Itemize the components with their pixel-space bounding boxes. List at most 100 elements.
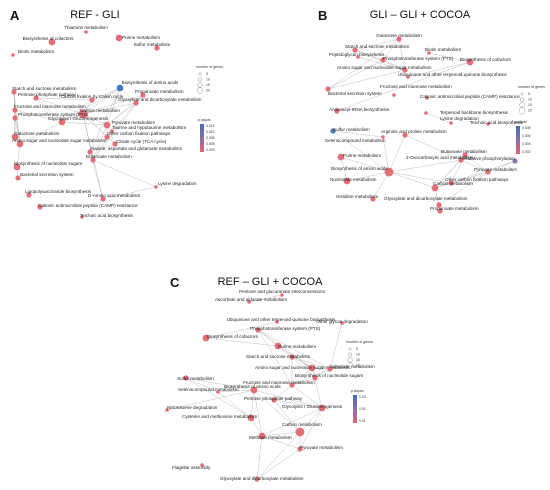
pathway-node-circle (254, 476, 260, 482)
network-edge (106, 87, 121, 126)
pathway-node[interactable]: Amino sugar and nucleotide sugar metabol… (255, 364, 350, 372)
pathway-node[interactable]: Oxidative phosphorylation (462, 156, 518, 164)
pathway-node[interactable]: Pentose phosphate pathway (18, 92, 77, 101)
pathway-node-label: Terpenoid backbone biosynthesis (440, 110, 509, 115)
pathway-node[interactable]: Purine metabolism (274, 342, 317, 350)
pathway-node[interactable]: Pyruvate metabolism (297, 445, 343, 452)
pathway-node[interactable]: Biosynthesis of amino acids (116, 80, 179, 92)
pathway-node[interactable]: Histidine metabolism (336, 194, 379, 202)
pathway-node[interactable]: Selenocompound metabolism (325, 135, 386, 143)
pathway-node[interactable]: Phosphotransferase system (PTS) (250, 326, 321, 333)
pathway-node[interactable]: Sulfur metabolism (330, 127, 370, 134)
pathway-node[interactable]: Fructose and mannose metabolism (243, 380, 315, 388)
pathway-node[interactable]: Propanoate metabolism (135, 89, 184, 98)
pathway-node[interactable]: Purine metabolism (337, 153, 382, 161)
network-edge (382, 136, 390, 173)
pathway-node[interactable]: Bacterial secretion system (328, 91, 396, 97)
pathway-node[interactable]: Biotin metabolism (425, 47, 461, 55)
pathway-node[interactable]: Carbon fixation by Calvin cycle (61, 94, 124, 103)
pathway-node[interactable]: Citrate cycle (TCA cycle) (112, 139, 167, 147)
pathway-node[interactable]: Starch and sucrose metabolism (345, 44, 410, 53)
legend-size-circle (348, 347, 352, 351)
pathway-node[interactable]: Galactose metabolism (327, 364, 375, 372)
pathway-node[interactable]: Pentose phosphate pathway (244, 396, 303, 403)
pathway-node[interactable]: Teichoic acid biosynthesis (80, 213, 134, 219)
pathway-node[interactable]: Glycolysis / Gluconeogenesis (282, 404, 343, 412)
pathway-node[interactable]: D-Amino acid metabolism (88, 193, 141, 202)
pathway-node[interactable]: Methane metabolism (249, 432, 292, 440)
pathway-node[interactable]: Other carbon fixation pathways (445, 177, 509, 186)
pathway-node[interactable]: Biosynthesis of nucleotide sugars (295, 373, 364, 381)
pathway-node[interactable]: Lysine degradation (440, 116, 479, 125)
pathway-node-circle (37, 204, 43, 210)
pathway-node[interactable]: Glyoxylate and dicarboxylate metabolism (220, 476, 304, 482)
pathway-node[interactable]: Alanine, aspartate and glutamate metabol… (87, 146, 182, 155)
pathway-node[interactable]: Amino sugar and nucleotide sugar metabol… (12, 138, 107, 148)
pathway-node[interactable]: Butanoate metabolism (86, 154, 132, 163)
pathway-node[interactable]: Teichoic acid biosynthesis (470, 120, 524, 126)
pathway-node-circle (84, 30, 88, 34)
pathway-node-label: Bacterial secretion system (20, 172, 74, 177)
pathway-node[interactable]: Cationic antimicrobial peptide (CAMP) re… (37, 203, 138, 210)
pathway-node[interactable]: Amino sugar and nucleotide sugar metabol… (337, 65, 432, 73)
network-edge (217, 391, 252, 419)
pathway-node[interactable]: Glyoxylate and dicarboxylate metabolism (384, 196, 468, 208)
pathway-node[interactable]: Biosynthesis of nucleotide sugars (13, 161, 83, 171)
pathway-node[interactable]: Lysine degradation (154, 181, 197, 189)
pathway-node[interactable]: Cationic antimicrobial peptide (CAMP) re… (420, 94, 520, 100)
pathway-node[interactable]: Starch and sucrose metabolism (11, 86, 77, 95)
pathway-node[interactable]: Phosphotransferase system (PTS) (12, 112, 89, 121)
pathway-node[interactable]: Selenocompound metabolism (178, 387, 239, 394)
pathway-node[interactable]: Phosphotransferase system (PTS) (380, 56, 454, 63)
pathway-node[interactable]: Bacterial secretion system (15, 172, 74, 181)
pathway-node[interactable]: Aminoacyl-tRNA biosynthesis (329, 107, 390, 114)
pathway-node[interactable]: Taurine and hypotaurine metabolism (110, 125, 186, 133)
pathway-node[interactable]: Pyruvate metabolism (474, 167, 517, 175)
network-edge (464, 154, 489, 173)
pathway-node[interactable]: Galactose metabolism (376, 33, 422, 42)
pathway-node[interactable]: Biosynthesis of cofactors (23, 36, 75, 46)
pathway-node[interactable]: Nitrotoluene degradation (165, 405, 218, 412)
pathway-node[interactable]: 2-Oxocarboxylic acid metabolism (406, 155, 474, 163)
pathway-node[interactable]: Carbon metabolism (78, 108, 120, 119)
pathway-node[interactable]: Arginine and proline metabolism (381, 129, 447, 138)
pathway-node[interactable]: Pyruvate metabolism (103, 120, 155, 129)
pathway-node[interactable]: Peptidoglycan biosynthesis (329, 52, 385, 59)
pathway-node[interactable]: Sulfur metabolism (134, 42, 171, 51)
pathway-node[interactable]: Carbon metabolism (282, 422, 322, 437)
pathway-node[interactable]: Fructose and mannose metabolism (12, 104, 86, 113)
pathway-node[interactable]: Ascorbate and aldarate metabolism (215, 297, 287, 304)
pathway-node[interactable]: Sulfur metabolism (177, 375, 214, 381)
pathway-node-label: Cationic antimicrobial peptide (CAMP) re… (420, 94, 520, 99)
pathway-node[interactable]: Nucleotide metabolism (330, 177, 377, 185)
pathway-node[interactable]: Terpenoid backbone biosynthesis (424, 110, 509, 115)
pathway-node[interactable]: Pentose and glucuronate interconversions (239, 289, 326, 297)
pathway-node[interactable]: Carbon metabolism (431, 181, 473, 192)
pathway-node[interactable]: Other carbon fixation pathways (104, 131, 171, 140)
pathway-node[interactable]: Cysteine and methionine metabolism (182, 414, 257, 422)
pathway-node-circle (318, 404, 326, 412)
pathway-node[interactable]: Galactose metabolism (11, 131, 60, 141)
pathway-node[interactable]: Butanoate metabolism (441, 149, 487, 158)
pathway-node-label: Galactose metabolism (329, 364, 375, 369)
pathway-node[interactable]: Thiamine metabolism (64, 25, 108, 34)
pathway-node[interactable]: Biosynthesis of amino acids (331, 166, 394, 177)
pathway-node[interactable]: Purine metabolism (115, 34, 161, 42)
pathway-node[interactable]: Glycolysis / Gluconeogenesis (48, 116, 109, 126)
pathway-node[interactable]: Flagellar assembly (172, 463, 211, 470)
pathway-node[interactable]: Ubiquinone and other terpenoid-quinone b… (398, 72, 507, 79)
pathway-node[interactable]: Propanoate metabolism (430, 206, 479, 214)
pathway-node[interactable]: Ubiquinone and other terpenoid-quinone b… (227, 317, 336, 324)
network-edge (82, 113, 108, 126)
pathway-node[interactable]: Fructose and mannose metabolism (325, 84, 452, 92)
pathway-node[interactable]: Biotin metabolism (11, 49, 54, 57)
pathway-node[interactable]: Biosynthesis of cofactors (460, 57, 512, 66)
pathway-node[interactable]: Glyoxylate and dicarboxylate metabolism (118, 97, 202, 106)
pathway-node[interactable]: Biosynthesis of amino acids (224, 384, 281, 394)
pathway-node[interactable]: Starch and sucrose metabolism (246, 354, 311, 360)
pathway-node[interactable]: Lipopolysaccharide biosynthesis (25, 189, 92, 198)
legend-size-circle (520, 97, 524, 102)
pathway-node[interactable]: Other glycan degradation (316, 319, 368, 325)
pathway-node-label: Starch and sucrose metabolism (12, 86, 77, 91)
pathway-node[interactable]: Biosynthesis of cofactors (202, 334, 259, 342)
